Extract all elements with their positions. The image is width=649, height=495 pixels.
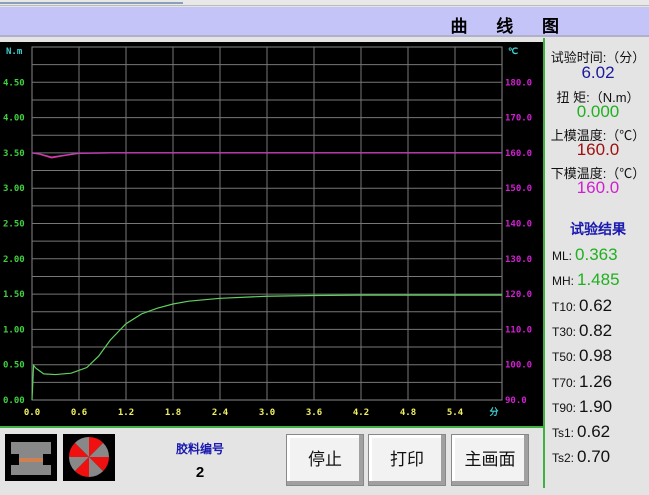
x-tick: 1.2 [118,408,134,418]
result-t30: T30: 0.82 [552,321,612,341]
result-key: Ts2: [552,451,575,466]
result-value: 1.26 [579,371,613,391]
right-unit: ℃ [508,46,518,57]
mold-icon [5,434,57,481]
divider [0,426,545,428]
result-value: 0.62 [579,295,613,315]
upper-temp-label: 上模温度:（℃） [550,128,646,143]
y-left-tick: 4.00 [3,114,25,124]
result-ml: ML: 0.363 [552,245,618,265]
result-key: ML: [552,249,573,263]
result-key: T70: [552,375,577,390]
result-t70: T70: 1.26 [552,372,612,392]
series-line-2 [31,152,502,158]
x-tick: 3.0 [259,408,275,418]
upper-temp-value: 160.0 [576,140,620,159]
result-key: T90: [552,400,577,415]
y-left-tick: 4.50 [3,78,25,88]
x-tick: 3.6 [306,408,322,418]
result-t90: T90: 1.90 [552,397,612,417]
chart-svg: 0.00 0.50 1.00 1.50 2.00 2.50 3.00 3.50 4.00 4.50… [3,46,532,418]
x-tick: 5.4 [447,408,464,418]
y-right-tick: 100.0 [505,361,532,371]
rotor-segment [74,457,89,477]
y-left-tick: 2.00 [3,255,25,265]
y-left-tick: 0.00 [3,396,25,406]
page-title: 曲 线 图 [450,17,571,36]
results-title: 试验结果 [570,221,626,237]
y-right-tick: 130.0 [505,255,532,265]
left-unit: N.m [6,47,23,57]
main-screen-button[interactable]: 主画面 [451,434,529,486]
result-value: 1.90 [579,396,613,416]
rotor-segment [74,437,89,457]
curve-chart: 0.00 0.50 1.00 1.50 2.00 2.50 3.00 3.50 4.00 4.50… [0,42,543,426]
y-right-tick: 170.0 [505,114,532,124]
divider [543,38,545,428]
rotor-icon [63,434,115,481]
time-value: 6.02 [581,63,615,82]
y-right-tick: 110.0 [505,325,532,335]
y-left-tick: 1.00 [3,325,25,335]
y-left-tick: 1.50 [3,290,25,300]
y-left-tick: 2.50 [3,220,25,230]
result-t50: T50: 0.98 [552,346,612,366]
x-unit: 分 [489,406,498,418]
y-left-tick: 3.00 [3,184,25,194]
y-right-tick: 160.0 [505,149,532,159]
rotor-segment [69,457,89,472]
x-tick: 4.8 [400,408,416,418]
result-key: T50: [552,350,577,365]
rotor-segment [89,437,104,457]
x-tick: 4.2 [353,408,369,418]
title-bar: 曲 线 图 [0,7,649,37]
result-key: MH: [552,274,574,289]
stop-button[interactable]: 停止 [286,434,364,486]
x-tick: 0.6 [71,408,87,418]
x-tick: 0.0 [24,408,40,418]
y-right-tick: 90.0 [505,396,527,406]
result-ts2: Ts2: 0.70 [552,447,610,467]
time-label: 试验时间:（分） [550,50,646,65]
compound-value: 2 [195,464,205,481]
result-ts1: Ts1: 0.62 [552,422,610,442]
top-border [0,0,649,6]
divider [543,428,545,488]
x-tick: 2.4 [212,408,229,418]
result-key: T30: [552,324,577,339]
result-key: T10: [552,299,577,314]
result-mh: MH: 1.485 [552,270,620,290]
result-t10: T10: 0.62 [552,296,612,316]
result-value: 1.485 [577,270,620,290]
y-left-tick: 3.50 [3,149,25,159]
print-button[interactable]: 打印 [368,434,446,486]
y-right-tick: 120.0 [505,290,532,300]
result-value: 0.62 [577,422,611,442]
torque-label: 扭 矩:（N.m） [556,90,640,105]
rotor-segment [89,457,104,477]
y-right-tick: 180.0 [505,78,532,88]
y-left-tick: 0.50 [3,361,25,371]
series-line-0 [31,294,502,401]
y-right-tick: 140.0 [505,220,532,230]
result-key: Ts1: [552,426,575,441]
rotor-segment [89,457,109,472]
lower-temp-value: 160.0 [576,178,620,197]
lower-temp-label: 下模温度:（℃） [550,166,646,181]
result-value: 0.70 [577,447,611,467]
y-right-tick: 150.0 [505,184,532,194]
result-value: 0.363 [575,245,618,264]
x-tick: 1.8 [165,408,181,418]
torque-value: 0.000 [576,102,620,121]
result-value: 0.82 [579,320,613,340]
rotor-segment [69,442,89,457]
result-value: 0.98 [579,346,613,366]
rotor-segment [89,442,109,457]
compound-label: 胶料编号 [175,442,224,456]
